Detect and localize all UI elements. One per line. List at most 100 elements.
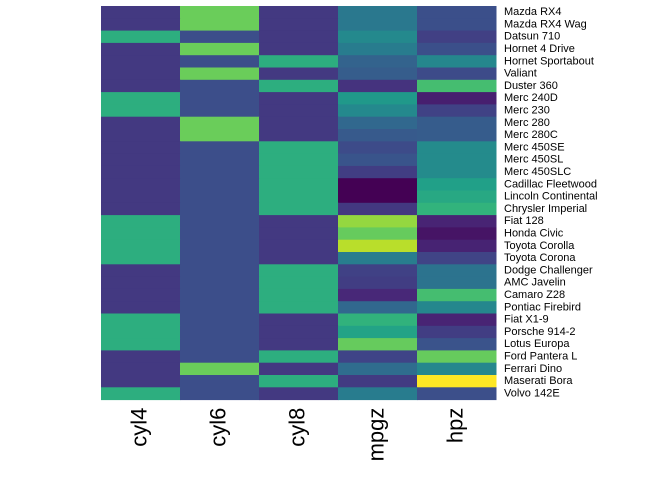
heatmap-cell-cyl4-row-7: [101, 92, 181, 105]
heatmap-cell-cyl8-row-11: [259, 141, 339, 155]
heatmap-cell-cyl6-row-7: [180, 92, 260, 105]
heatmap-cell-hpz-row-13: [417, 165, 497, 179]
heatmap-cell-cyl8-row-29: [259, 362, 339, 376]
heatmap-cell-cyl6-row-24: [180, 301, 260, 314]
heatmap-cell-cyl4-row-18: [101, 227, 181, 241]
heatmap-cell-cyl8-row-12: [259, 153, 339, 167]
heatmap-cell-mpgz-row-20: [338, 252, 418, 265]
row-label: Porsche 914-2: [504, 326, 576, 338]
heatmap-cell-cyl6-row-11: [180, 141, 260, 155]
heatmap-cell-mpgz-row-18: [338, 227, 418, 241]
heatmap-cell-cyl6-row-1: [180, 18, 260, 32]
heatmap-cell-cyl8-row-16: [259, 202, 339, 216]
heatmap-cell-hpz-row-5: [417, 67, 497, 81]
heatmap-cell-cyl6-row-8: [180, 104, 260, 118]
heatmap-cell-cyl8-row-10: [259, 129, 339, 142]
heatmap-cell-hpz-row-14: [417, 178, 497, 191]
heatmap-cell-hpz-row-22: [417, 276, 497, 290]
heatmap-cell-cyl4-row-31: [101, 387, 181, 401]
row-label: Dodge Challenger: [504, 264, 593, 276]
heatmap-cell-cyl8-row-21: [259, 264, 339, 278]
row-label: Merc 450SL: [504, 154, 563, 166]
heatmap-cell-mpgz-row-15: [338, 190, 418, 204]
heatmap-cell-mpgz-row-14: [338, 178, 418, 191]
column-label-cyl4: cyl4: [126, 408, 151, 447]
column-label-hpz: hpz: [442, 408, 467, 443]
heatmap-cell-cyl6-row-5: [180, 67, 260, 81]
heatmap-cell-mpgz-row-31: [338, 387, 418, 401]
heatmap-cell-mpgz-row-29: [338, 362, 418, 376]
heatmap-cell-cyl4-row-16: [101, 202, 181, 216]
heatmap-cell-cyl4-row-29: [101, 362, 181, 376]
heatmap-cell-cyl4-row-26: [101, 325, 181, 339]
heatmap-cell-cyl4-row-13: [101, 165, 181, 179]
heatmap-cell-cyl6-row-17: [180, 215, 260, 228]
row-label: Ferrari Dino: [504, 363, 562, 375]
heatmap-cell-hpz-row-18: [417, 227, 497, 241]
heatmap-cell-mpgz-row-2: [338, 30, 418, 44]
heatmap-cell-cyl6-row-21: [180, 264, 260, 278]
heatmap-cell-cyl6-row-19: [180, 239, 260, 253]
heatmap-cell-mpgz-row-27: [338, 338, 418, 351]
heatmap-cell-cyl8-row-23: [259, 288, 339, 302]
row-label: Fiat 128: [504, 215, 544, 227]
heatmap-cell-hpz-row-17: [417, 215, 497, 228]
heatmap-cell-cyl8-row-6: [259, 79, 339, 93]
row-label: Lincoln Continental: [504, 191, 598, 203]
heatmap-cell-hpz-row-2: [417, 30, 497, 44]
row-label: Cadillac Fleetwood: [504, 178, 597, 190]
heatmap-cell-cyl8-row-0: [259, 6, 339, 19]
heatmap-cell-mpgz-row-19: [338, 239, 418, 253]
heatmap-cell-mpgz-row-8: [338, 104, 418, 118]
row-label: Hornet Sportabout: [504, 55, 594, 67]
heatmap-cell-hpz-row-11: [417, 141, 497, 155]
heatmap-cell-cyl4-row-15: [101, 190, 181, 204]
heatmap-cell-cyl6-row-26: [180, 325, 260, 339]
heatmap-cell-mpgz-row-0: [338, 6, 418, 19]
heatmap-cell-cyl6-row-22: [180, 276, 260, 290]
heatmap-cell-mpgz-row-6: [338, 79, 418, 93]
heatmap-cell-cyl4-row-4: [101, 55, 181, 68]
heatmap-cell-cyl4-row-17: [101, 215, 181, 228]
heatmap-cell-cyl6-row-29: [180, 362, 260, 376]
heatmap-cell-cyl8-row-8: [259, 104, 339, 118]
heatmap-cell-hpz-row-4: [417, 55, 497, 68]
heatmap-cell-hpz-row-27: [417, 338, 497, 351]
heatmap-cell-hpz-row-6: [417, 79, 497, 93]
heatmap-cell-mpgz-row-5: [338, 67, 418, 81]
heatmap-cell-cyl8-row-14: [259, 178, 339, 191]
heatmap-cell-mpgz-row-1: [338, 18, 418, 32]
heatmap-cell-cyl6-row-12: [180, 153, 260, 167]
heatmap-cell-cyl6-row-27: [180, 338, 260, 351]
heatmap-cell-cyl6-row-18: [180, 227, 260, 241]
heatmap-cell-mpgz-row-25: [338, 313, 418, 327]
row-label: Merc 280C: [504, 129, 558, 141]
heatmap-cell-hpz-row-8: [417, 104, 497, 118]
row-label: Chrysler Imperial: [504, 203, 587, 215]
heatmap-cell-cyl8-row-17: [259, 215, 339, 228]
row-label: Duster 360: [504, 80, 558, 92]
column-labels: cyl4 cyl6 cyl8 mpgz hpz: [126, 408, 467, 462]
row-label: Maserati Bora: [504, 375, 573, 387]
row-label: Toyota Corolla: [504, 240, 575, 252]
heatmap-cell-mpgz-row-7: [338, 92, 418, 105]
heatmap-cell-mpgz-row-22: [338, 276, 418, 290]
heatmap-cell-cyl8-row-5: [259, 67, 339, 81]
heatmap-cell-cyl8-row-3: [259, 42, 339, 56]
heatmap-cell-cyl4-row-2: [101, 30, 181, 44]
column-label-cyl6: cyl6: [205, 408, 230, 447]
heatmap-cell-mpgz-row-3: [338, 42, 418, 56]
heatmap-cell-hpz-row-1: [417, 18, 497, 32]
heatmap-cell-cyl8-row-20: [259, 252, 339, 265]
heatmap-cell-hpz-row-31: [417, 387, 497, 401]
column-label-mpgz: mpgz: [363, 408, 388, 462]
heatmap-cell-cyl4-row-10: [101, 129, 181, 142]
heatmap-cell-cyl8-row-15: [259, 190, 339, 204]
row-label: Fiat X1-9: [504, 314, 549, 326]
heatmap-cell-cyl4-row-21: [101, 264, 181, 278]
row-label: Valiant: [504, 68, 537, 80]
row-label: Datsun 710: [504, 31, 560, 43]
heatmap-cell-cyl8-row-25: [259, 313, 339, 327]
